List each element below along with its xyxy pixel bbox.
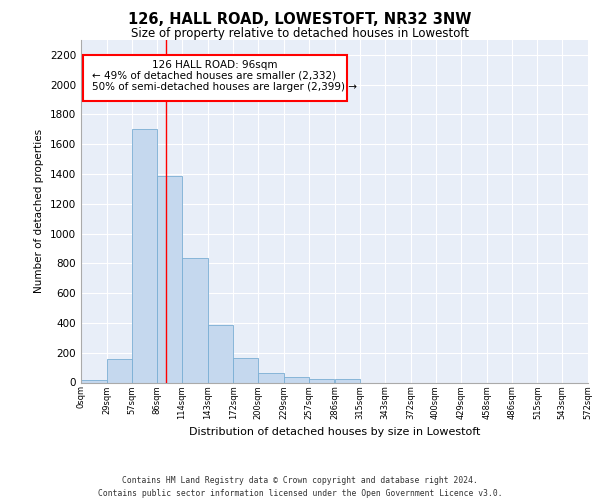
Text: 50% of semi-detached houses are larger (2,399) →: 50% of semi-detached houses are larger (… bbox=[92, 82, 356, 92]
Text: ← 49% of detached houses are smaller (2,332): ← 49% of detached houses are smaller (2,… bbox=[92, 70, 336, 81]
Bar bbox=[309, 379, 335, 382]
Bar bbox=[131, 130, 157, 382]
Bar bbox=[157, 176, 182, 382]
Bar bbox=[284, 378, 309, 382]
Text: Contains HM Land Registry data © Crown copyright and database right 2024.
Contai: Contains HM Land Registry data © Crown c… bbox=[98, 476, 502, 498]
Bar bbox=[208, 325, 233, 382]
Bar bbox=[83, 55, 347, 101]
Bar bbox=[182, 258, 208, 382]
Text: 126, HALL ROAD, LOWESTOFT, NR32 3NW: 126, HALL ROAD, LOWESTOFT, NR32 3NW bbox=[128, 12, 472, 28]
Bar bbox=[81, 380, 107, 382]
Bar bbox=[107, 360, 131, 382]
Y-axis label: Number of detached properties: Number of detached properties bbox=[34, 129, 44, 294]
Bar bbox=[258, 373, 284, 382]
Bar bbox=[335, 379, 360, 382]
Text: 126 HALL ROAD: 96sqm: 126 HALL ROAD: 96sqm bbox=[152, 60, 278, 70]
Text: Size of property relative to detached houses in Lowestoft: Size of property relative to detached ho… bbox=[131, 28, 469, 40]
X-axis label: Distribution of detached houses by size in Lowestoft: Distribution of detached houses by size … bbox=[189, 428, 480, 438]
Bar bbox=[233, 358, 258, 382]
